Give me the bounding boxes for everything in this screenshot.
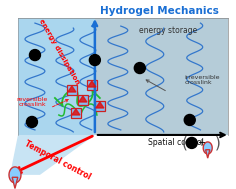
Polygon shape bbox=[95, 18, 228, 135]
Polygon shape bbox=[88, 81, 96, 87]
FancyBboxPatch shape bbox=[87, 80, 97, 90]
Text: (: ( bbox=[182, 136, 188, 150]
FancyBboxPatch shape bbox=[71, 108, 81, 118]
Polygon shape bbox=[18, 18, 95, 135]
FancyBboxPatch shape bbox=[95, 101, 105, 111]
Polygon shape bbox=[79, 96, 87, 102]
Polygon shape bbox=[96, 102, 104, 108]
Text: +: + bbox=[197, 138, 205, 148]
Text: ): ) bbox=[215, 136, 221, 150]
Circle shape bbox=[184, 115, 195, 125]
Text: Hydrogel Mechanics: Hydrogel Mechanics bbox=[100, 6, 219, 16]
Polygon shape bbox=[12, 177, 18, 188]
Circle shape bbox=[30, 50, 40, 60]
Polygon shape bbox=[72, 109, 80, 115]
Text: energy dissipation: energy dissipation bbox=[38, 18, 80, 86]
FancyBboxPatch shape bbox=[78, 95, 88, 105]
Text: Spatial control: Spatial control bbox=[148, 138, 204, 147]
Text: energy storage: energy storage bbox=[139, 26, 197, 35]
Polygon shape bbox=[68, 86, 76, 92]
Polygon shape bbox=[203, 142, 212, 154]
Text: reversible
crosslink: reversible crosslink bbox=[16, 97, 48, 107]
Polygon shape bbox=[9, 167, 21, 183]
Text: irreversible
crosslink: irreversible crosslink bbox=[185, 75, 220, 85]
Circle shape bbox=[26, 116, 38, 127]
Text: Temporal control: Temporal control bbox=[23, 139, 93, 181]
Polygon shape bbox=[10, 135, 95, 175]
Polygon shape bbox=[206, 150, 210, 158]
Circle shape bbox=[89, 55, 100, 66]
FancyBboxPatch shape bbox=[67, 85, 77, 95]
Circle shape bbox=[186, 137, 197, 148]
Circle shape bbox=[134, 63, 145, 74]
